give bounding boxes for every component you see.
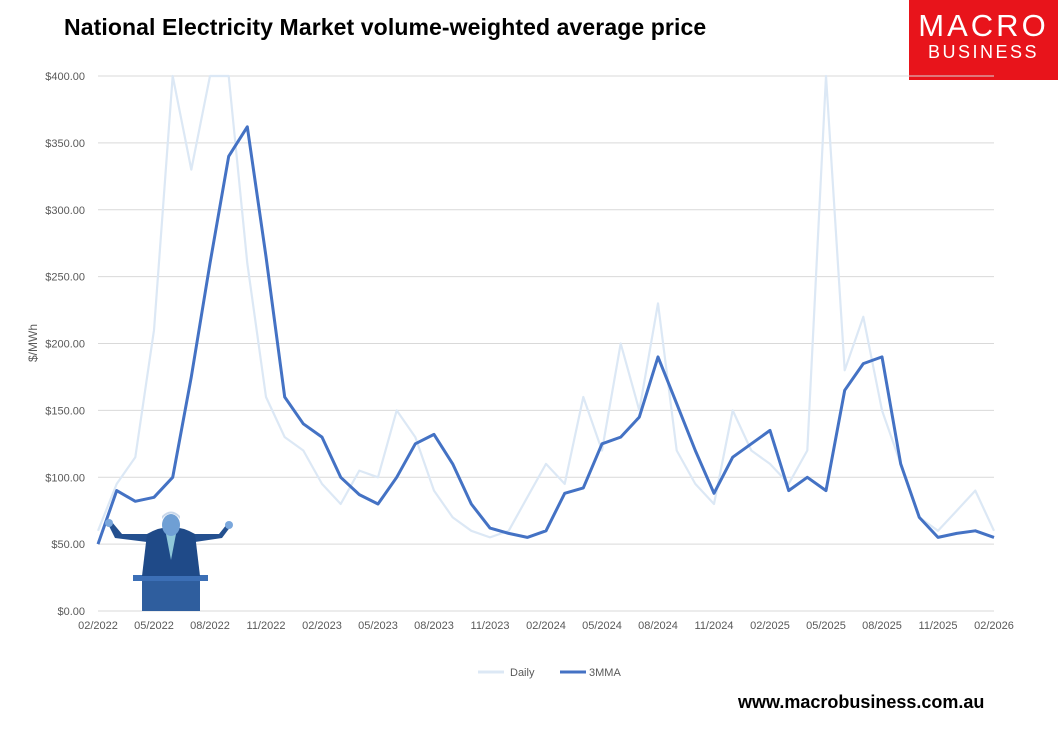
x-axis-ticks: 02/2022 05/2022 08/2022 11/2022 02/2023 05/20… [78,620,1014,632]
politician-at-podium-photo [105,511,233,611]
y-axis-ticks: $0.00 $50.00 $100.00 $150.00 $200.00 $250.00 $… [45,71,85,618]
y-tick-label: $350.00 [45,138,85,150]
x-tick-label: 05/2024 [582,620,622,632]
x-tick-label: 02/2022 [78,620,118,632]
logo-line-2: BUSINESS [927,42,1040,62]
gridlines [98,75,994,612]
legend: Daily 3MMA [478,667,621,679]
x-tick-label: 08/2022 [190,620,230,632]
y-tick-label: $200.00 [45,339,85,351]
x-tick-label: 11/2023 [471,620,510,632]
y-tick-label: $50.00 [51,539,85,551]
legend-daily-label: Daily [510,667,535,679]
x-tick-label: 05/2023 [358,620,398,632]
x-tick-label: 11/2022 [247,620,286,632]
chart-title: National Electricity Market volume-weigh… [64,14,707,40]
x-tick-label: 08/2024 [638,620,678,632]
y-tick-label: $400.00 [45,71,85,83]
legend-3mma-label: 3MMA [589,667,621,679]
x-tick-label: 11/2025 [919,620,958,632]
x-tick-label: 02/2023 [302,620,342,632]
x-tick-label: 11/2024 [695,620,734,632]
y-tick-label: $150.00 [45,405,85,417]
y-tick-label: $0.00 [57,606,85,618]
y-tick-label: $100.00 [45,472,85,484]
x-tick-label: 05/2022 [134,620,174,632]
x-tick-label: 02/2026 [974,620,1014,632]
y-axis-label: $/MWh [26,324,40,362]
website-url: www.macrobusiness.com.au [738,692,985,712]
y-tick-label: $300.00 [45,205,85,217]
logo-line-1: MACRO [918,8,1049,43]
x-tick-label: 02/2024 [526,620,566,632]
x-tick-label: 08/2023 [414,620,454,632]
series-3mma-line [96,125,995,545]
x-tick-label: 05/2025 [806,620,846,632]
x-tick-label: 08/2025 [862,620,902,632]
y-tick-label: $250.00 [45,272,85,284]
x-tick-label: 02/2025 [750,620,790,632]
macrobusiness-logo: MACRO BUSINESS [909,0,1058,80]
series-daily-line [96,74,995,539]
